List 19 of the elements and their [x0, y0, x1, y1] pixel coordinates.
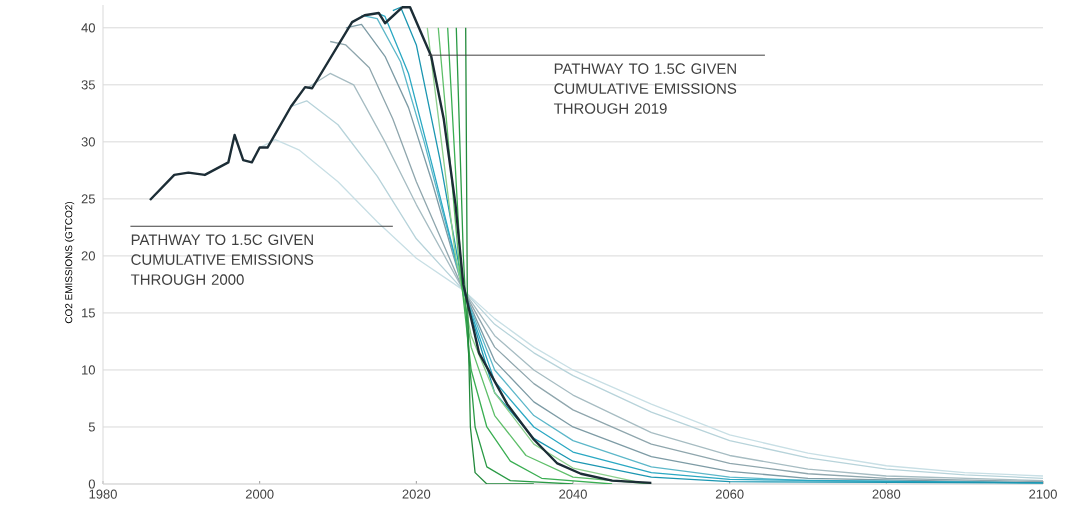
- x-tick-label: 2060: [715, 489, 744, 499]
- x-tick-label: 2080: [872, 489, 901, 499]
- annotation: PATHWAY TO 1.5C GIVEN CUMULATIVE EMISSIONS THROUGH 2019: [553, 63, 737, 114]
- x-tick-label: 2000: [245, 489, 274, 499]
- y-tick-label: 0: [88, 479, 95, 489]
- y-tick-label: 10: [82, 365, 95, 375]
- x-tick-label: 1980: [89, 489, 117, 499]
- y-tick-label: 25: [81, 194, 95, 204]
- y-tick-label: 5: [88, 422, 95, 432]
- x-tick-label: 2040: [559, 489, 587, 499]
- y-tick-label: 30: [81, 137, 95, 147]
- y-axis-title: CO2 EMISSIONS (GTCO2): [64, 201, 75, 324]
- x-tick-label: 2100: [1029, 489, 1057, 499]
- annotation: PATHWAY TO 1.5C GIVEN CUMULATIVE EMISSIONS THROUGH 2000: [130, 234, 314, 285]
- x-tick-label: 2020: [402, 489, 431, 499]
- y-tick-label: 20: [81, 251, 95, 261]
- y-tick-label: 40: [81, 23, 95, 33]
- y-tick-label: 35: [81, 80, 95, 90]
- y-tick-label: 15: [82, 308, 95, 318]
